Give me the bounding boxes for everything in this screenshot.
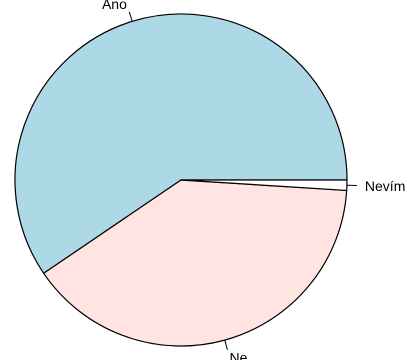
pie-slices (14, 13, 348, 347)
pie-slice-ano (14, 13, 348, 274)
pie-label-tick (224, 339, 228, 350)
pie-labels: Ano Ne Nevím (102, 0, 405, 360)
pie-label-tick (128, 11, 133, 22)
pie-slice-ne (43, 179, 348, 347)
pie-label-ano: Ano (102, 0, 127, 12)
pie-slice-nevim (180, 179, 348, 192)
pie-label-ne: Ne (230, 349, 248, 360)
pie-label-nevim: Nevím (365, 178, 405, 194)
